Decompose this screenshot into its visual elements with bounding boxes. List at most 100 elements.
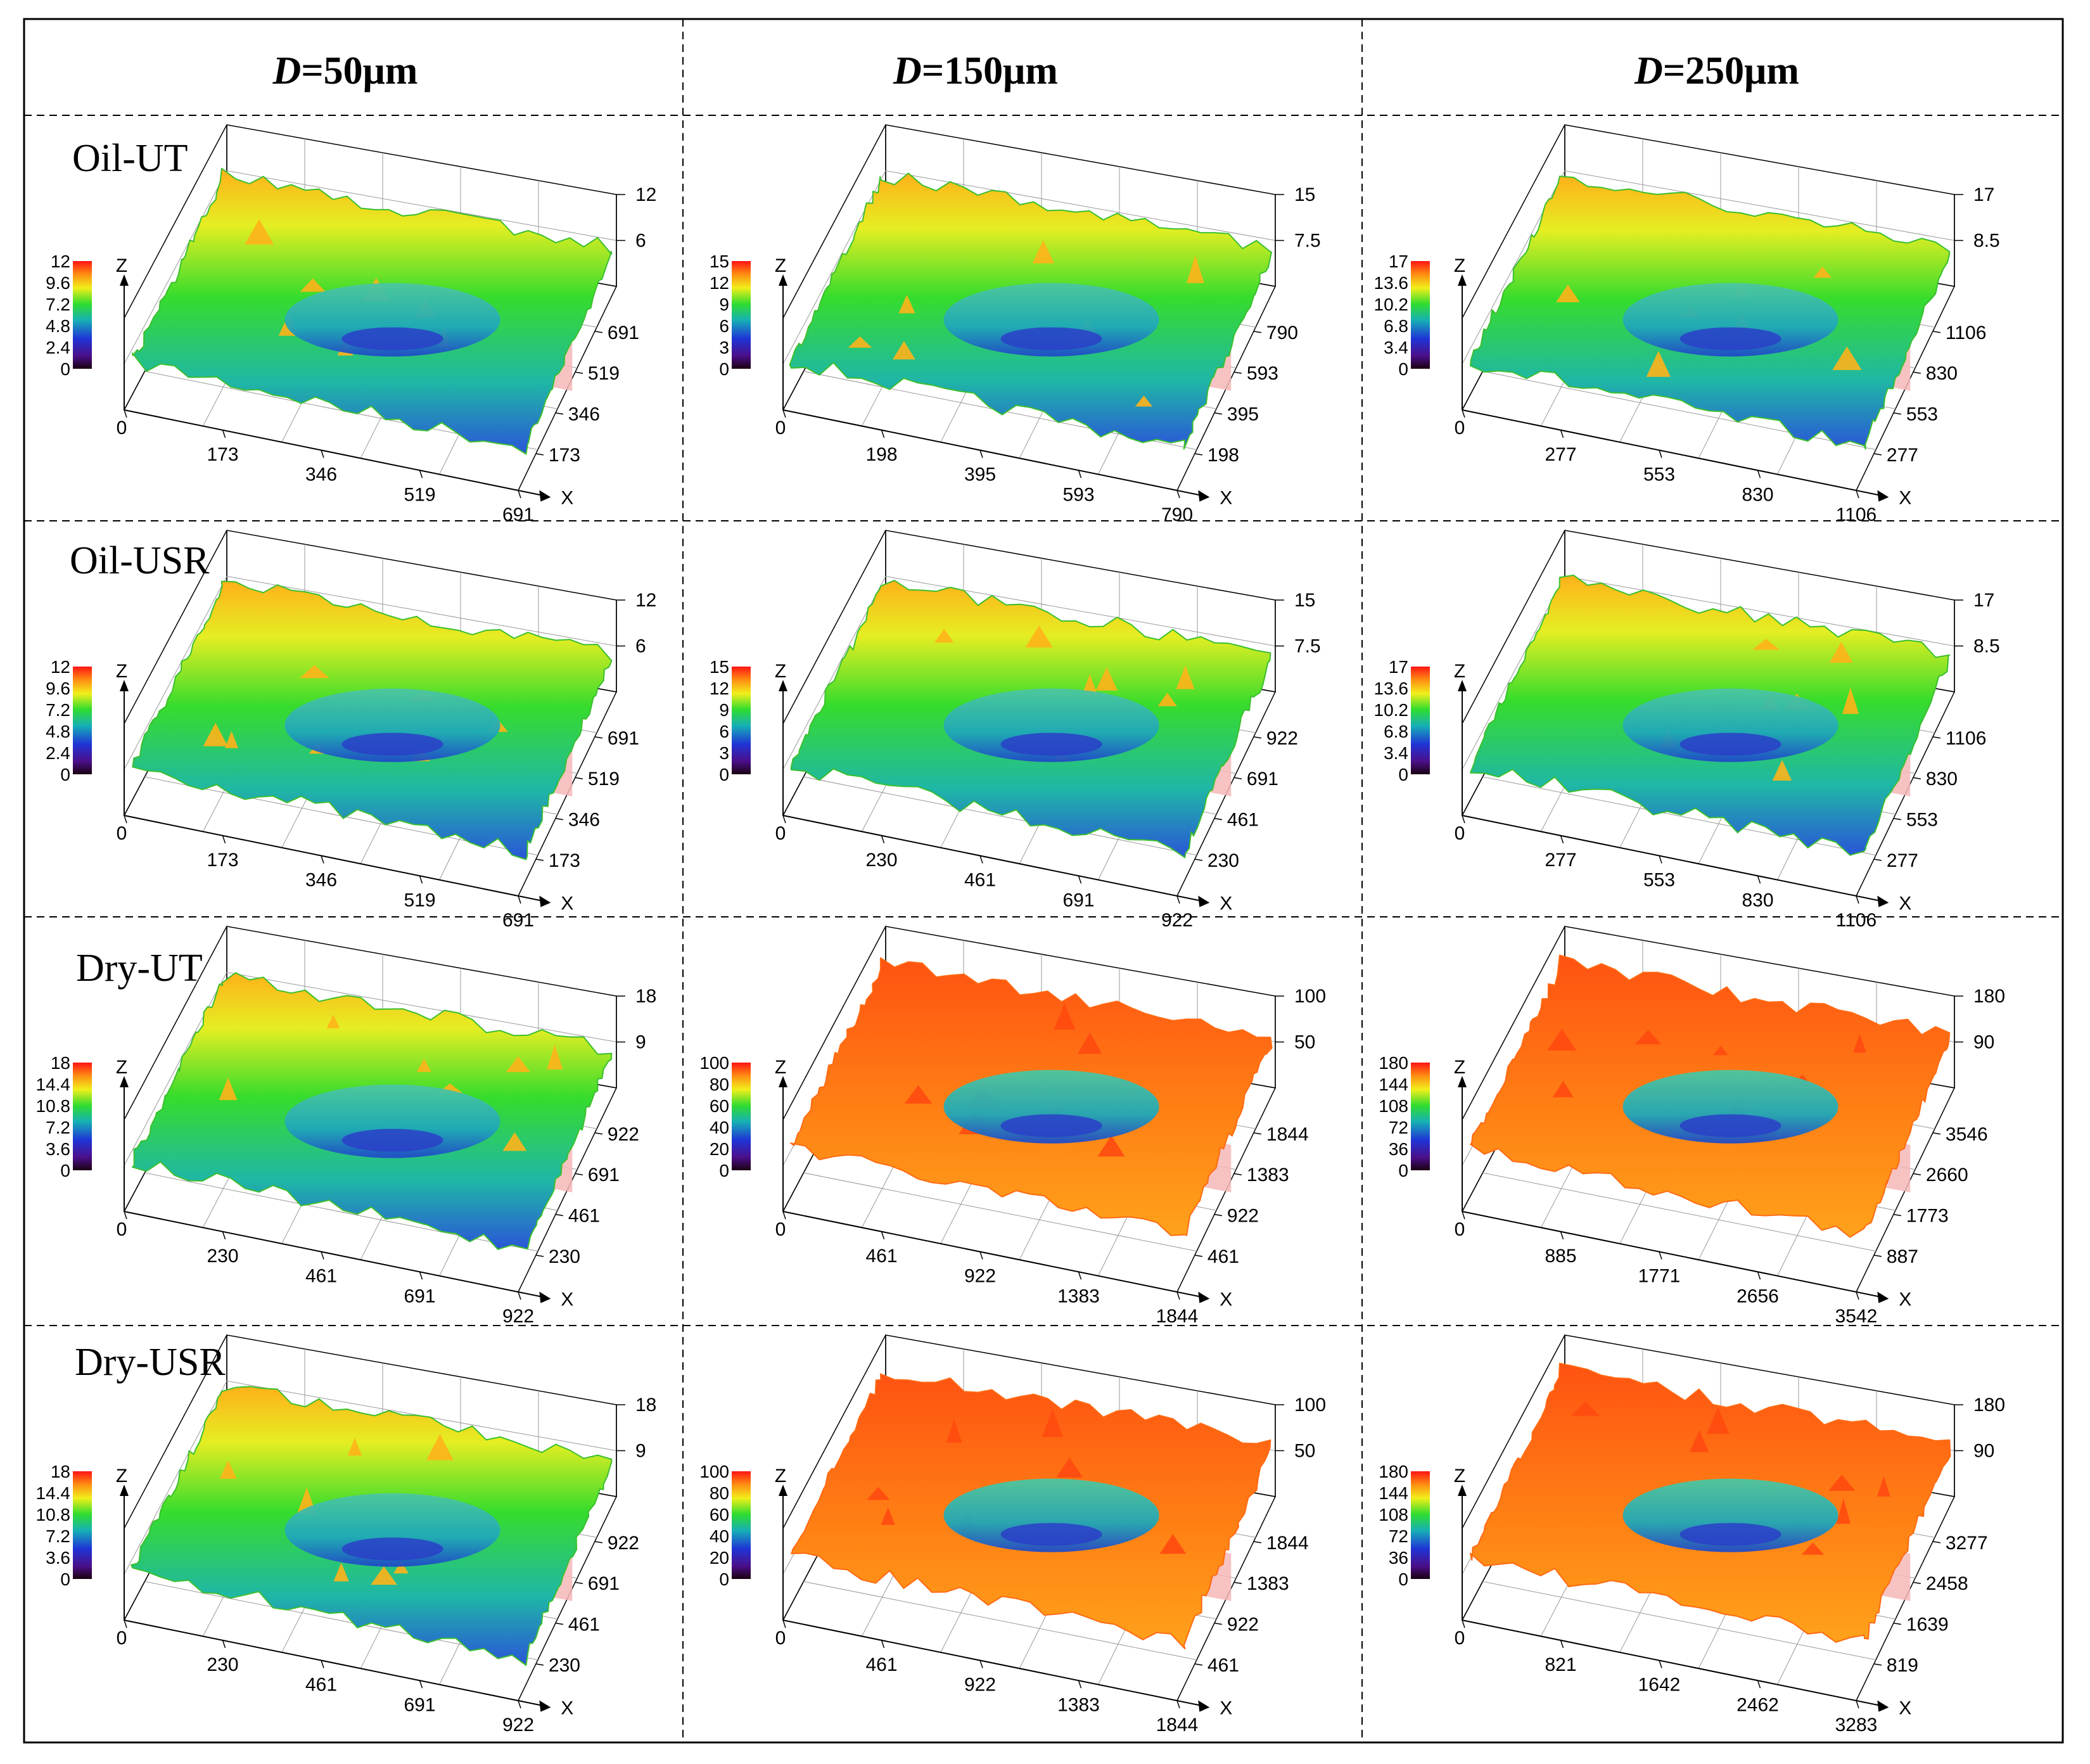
x-axis <box>1462 1620 1880 1706</box>
x-tick-mark <box>979 1251 983 1260</box>
dimple-cavity <box>943 688 1159 762</box>
z-axis-arrow <box>120 1485 129 1496</box>
colorbar-tick-label: 60 <box>710 1096 729 1116</box>
colorbar <box>732 1063 751 1170</box>
x-tick-label: 461 <box>964 870 996 891</box>
surface-peak <box>904 1085 933 1104</box>
colorbar-tick-label: 0 <box>719 1161 729 1180</box>
surface-panel: Z X 0 461 922 1383 1844 1844 1383 922 461 100 50 100 8… <box>699 926 1326 1327</box>
surface-peak <box>506 1056 530 1072</box>
y-tick-mark <box>1913 1173 1921 1175</box>
z-tick-label: 9 <box>635 1032 646 1053</box>
x-tick-label: 3542 <box>1835 1306 1878 1327</box>
y-tick-mark <box>1194 1663 1203 1666</box>
x-tick-mark <box>1176 490 1180 499</box>
y-tick-mark <box>575 1582 583 1584</box>
z-tick-label: 18 <box>635 1395 656 1416</box>
colorbar-tick-label: 17 <box>1389 252 1408 271</box>
y-tick-mark <box>594 736 603 739</box>
surface-peak <box>1690 1429 1709 1452</box>
x-tick-label: 691 <box>502 504 534 525</box>
y-tick-mark <box>1873 859 1882 861</box>
colorbar-tick-label: 3.4 <box>1384 743 1408 763</box>
x-axis <box>782 815 1201 902</box>
colorbar-tick-label: 12 <box>51 657 70 677</box>
colorbar-tick-label: 14.4 <box>36 1075 71 1094</box>
dimple-cavity <box>1622 1070 1838 1144</box>
y-tick-label: 519 <box>588 363 620 384</box>
x-tick-label: 691 <box>404 1286 435 1307</box>
y-tick-label: 346 <box>568 404 600 425</box>
column-header-symbol: D <box>272 49 302 93</box>
x-tick-mark <box>124 1211 127 1220</box>
x-tick-label: 1844 <box>1156 1306 1199 1327</box>
wall-gridline <box>1564 576 1955 646</box>
z-axis-arrow <box>779 1076 787 1087</box>
surface-peak <box>299 665 329 679</box>
x-tick-mark <box>222 1640 226 1648</box>
floor-gridline <box>803 1581 1197 1661</box>
x-tick-mark <box>1659 450 1662 458</box>
x-axis <box>1462 1211 1880 1298</box>
colorbar-tick-label: 0 <box>60 359 70 379</box>
column-header: D=150μm <box>893 49 1058 93</box>
x-tick-mark <box>321 855 324 864</box>
column-header-value: =150μm <box>922 49 1058 93</box>
x-axis-label: X <box>1899 1289 1911 1310</box>
surface-peak <box>1634 1030 1662 1045</box>
colorbar-tick-label: 10.8 <box>36 1505 71 1524</box>
y-tick-mark <box>575 371 583 374</box>
x-tick-label: 198 <box>865 444 897 465</box>
surface-peak <box>1752 639 1780 650</box>
surface-peak <box>426 1434 454 1460</box>
surface-peak <box>224 731 239 748</box>
x-axis <box>782 1211 1201 1298</box>
surface-peak <box>1176 665 1195 689</box>
x-tick-mark <box>979 855 983 864</box>
column-header: D=250μm <box>1634 49 1799 93</box>
z-axis-arrow <box>779 274 787 286</box>
x-tick-mark <box>979 450 983 458</box>
x-tick-mark <box>124 409 127 418</box>
y-tick-label: 346 <box>568 810 600 831</box>
x-axis-label: X <box>1220 1698 1232 1719</box>
surface-panel: Z X 0 173 346 519 691 691 519 346 173 12 6 12 9.6 7.2 4.… <box>46 124 656 525</box>
x-tick-mark <box>1757 1272 1761 1280</box>
y-tick-label: 2458 <box>1926 1573 1968 1594</box>
surface-peak <box>1842 687 1859 714</box>
y-tick-mark <box>1932 331 1941 333</box>
x-tick-label: 0 <box>775 1219 786 1240</box>
z-tick-label: 7.5 <box>1294 231 1321 252</box>
row-label: Dry-USR <box>75 1341 226 1384</box>
x-tick-label: 346 <box>305 464 337 485</box>
floor-gridline <box>803 776 1197 856</box>
x-axis-arrow <box>1198 895 1210 907</box>
y-tick-label: 2660 <box>1926 1165 1968 1186</box>
colorbar-tick-label: 18 <box>51 1462 70 1481</box>
surface-peak <box>898 295 915 314</box>
column-header-symbol: D <box>893 49 922 93</box>
table-grid <box>23 18 2064 1744</box>
surface-panel: Z X 0 230 461 691 922 922 691 461 230 15 7.5 15 12 9 6 3 0 <box>710 530 1321 931</box>
x-axis-label: X <box>561 1698 573 1719</box>
y-tick-label: 922 <box>608 1533 639 1554</box>
z-axis-label: Z <box>1454 661 1465 682</box>
x-tick-label: 0 <box>117 823 127 844</box>
colorbar-tick-label: 7.2 <box>46 1526 70 1546</box>
x-tick-mark <box>1757 1680 1761 1689</box>
surface-peak <box>347 1438 362 1456</box>
dimple-bottom <box>1000 732 1102 756</box>
y-tick-label: 1773 <box>1906 1206 1949 1227</box>
colorbar-tick-label: 72 <box>1389 1118 1408 1137</box>
x-tick-label: 230 <box>865 850 897 871</box>
z-axis-arrow <box>1458 1485 1467 1496</box>
x-axis-arrow <box>1877 1291 1889 1303</box>
z-tick-label: 15 <box>1294 184 1315 205</box>
x-axis <box>1462 409 1880 496</box>
surface-peak <box>502 1132 527 1151</box>
y-tick-label: 922 <box>608 1124 639 1145</box>
x-tick-mark <box>881 430 885 438</box>
x-tick-mark <box>1560 1231 1564 1239</box>
colorbar-tick-label: 9 <box>719 295 729 314</box>
x-axis-label: X <box>1899 488 1911 509</box>
